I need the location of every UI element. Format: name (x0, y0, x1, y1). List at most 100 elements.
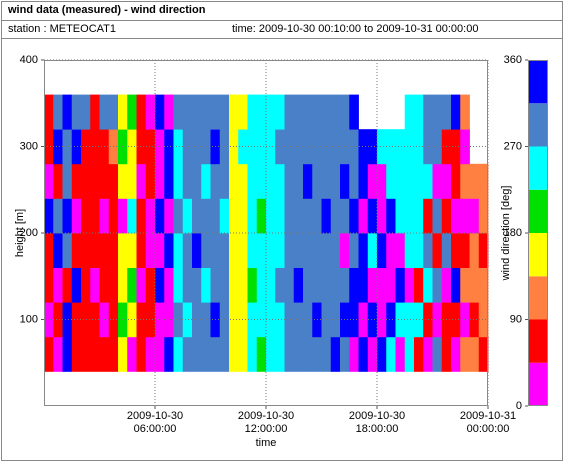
heatmap-cell (303, 129, 313, 165)
heatmap-cell (404, 163, 415, 199)
heatmap-cell (293, 233, 304, 268)
y-axis-label: height [m] (14, 209, 26, 257)
heatmap-cell (460, 163, 470, 199)
heatmap-cell (238, 94, 248, 130)
heatmap-cell (53, 336, 63, 372)
heatmap-cell (173, 336, 184, 372)
heatmap-cell (99, 198, 110, 234)
heatmap-cell (127, 233, 137, 268)
station: station : METEOCAT1 (8, 23, 116, 35)
heatmap-cell (358, 302, 369, 338)
heatmap-cell (284, 267, 295, 303)
heatmap-cell (53, 233, 63, 268)
heatmap-cell (312, 233, 322, 268)
heatmap-cell (219, 94, 230, 130)
heatmap-cell (266, 302, 276, 338)
heatmap-cell (238, 129, 248, 165)
heatmap-cell (108, 267, 119, 303)
heatmap-cell (247, 302, 258, 338)
x-tick-label: 2009-10-31 00:00:00 (459, 410, 517, 435)
heatmap-cell (349, 198, 359, 234)
heatmap-cell (284, 94, 295, 130)
heatmap-cell (136, 129, 147, 165)
heatmap-cell (182, 302, 193, 338)
colorbar-bin (528, 60, 548, 104)
heatmap-cell (340, 336, 350, 372)
heatmap-cell (478, 233, 489, 268)
heatmap-cell (414, 233, 424, 268)
heatmap-cell (367, 163, 378, 199)
heatmap-cell (53, 302, 63, 338)
heatmap-cell (192, 336, 202, 372)
colorbar-bin (528, 362, 548, 406)
heatmap-cell (293, 198, 304, 234)
colorbar-label: wind direction [deg] (500, 186, 512, 282)
heatmap-cell (377, 302, 387, 338)
heatmap-cell (377, 267, 387, 303)
heatmap-cell (349, 94, 359, 130)
heatmap-cell (312, 267, 322, 303)
heatmap-cell (395, 233, 406, 268)
heatmap-cell (451, 267, 461, 303)
x-tick-label: 2009-10-30 12:00:00 (237, 410, 295, 435)
heatmap-cell (219, 163, 230, 199)
heatmap-cell (238, 163, 248, 199)
heatmap-cell (330, 94, 341, 130)
heatmap-cell (136, 94, 147, 130)
heatmap-cell (349, 163, 359, 199)
y-tick-label: 200 (20, 227, 38, 239)
heatmap-cell (90, 198, 100, 234)
heatmap-cell (247, 233, 258, 268)
heatmap-cell (62, 267, 73, 303)
heatmap-cell (118, 233, 128, 268)
heatmap-cell (377, 129, 387, 165)
heatmap-cell (293, 336, 304, 372)
heatmap-cell (478, 267, 489, 303)
heatmap-cell (192, 129, 202, 165)
heatmap-cell (127, 198, 137, 234)
heatmap-cell (284, 336, 295, 372)
heatmap-cell (155, 163, 165, 199)
heatmap-cell (127, 267, 137, 303)
heatmap-cell (460, 94, 470, 130)
heatmap-cell (340, 94, 350, 130)
heatmap-cell (386, 129, 396, 165)
heatmap-cell (377, 336, 387, 372)
heatmap-cell (229, 198, 239, 234)
heatmap-cell (192, 233, 202, 268)
heatmap-cell (173, 267, 184, 303)
heatmap-cell (210, 233, 221, 268)
heatmap-cell (349, 267, 359, 303)
heatmap-cell (201, 336, 211, 372)
heatmap-cell (358, 267, 369, 303)
heatmap-cell (247, 267, 258, 303)
heatmap-cell (145, 163, 156, 199)
heatmap-cell (266, 94, 276, 130)
heatmap-cell (44, 198, 54, 234)
heatmap-cell (182, 233, 193, 268)
heatmap-cell (71, 336, 82, 372)
heatmap-cell (238, 198, 248, 234)
heatmap-cell (53, 267, 63, 303)
heatmap-cell (423, 94, 433, 130)
heatmap-cell (229, 233, 239, 268)
heatmap-cell (386, 163, 396, 199)
x-tick-label: 2009-10-30 18:00:00 (348, 410, 406, 435)
heatmap-cell (275, 94, 285, 130)
heatmap-cell (173, 163, 184, 199)
heatmap-cell (127, 163, 137, 199)
heatmap-cell (330, 198, 341, 234)
heatmap-cell (441, 94, 452, 130)
heatmap-cell (71, 163, 82, 199)
heatmap-cell (44, 163, 54, 199)
colorbar-tick-label: 90 (510, 313, 522, 325)
heatmap-cell (256, 198, 267, 234)
heatmap-cell (404, 198, 415, 234)
heatmap-cell (247, 336, 258, 372)
heatmap-cell (469, 233, 480, 268)
heatmap-cell (340, 198, 350, 234)
heatmap-cell (377, 198, 387, 234)
heatmap-cell (210, 198, 221, 234)
heatmap-cell (414, 302, 424, 338)
